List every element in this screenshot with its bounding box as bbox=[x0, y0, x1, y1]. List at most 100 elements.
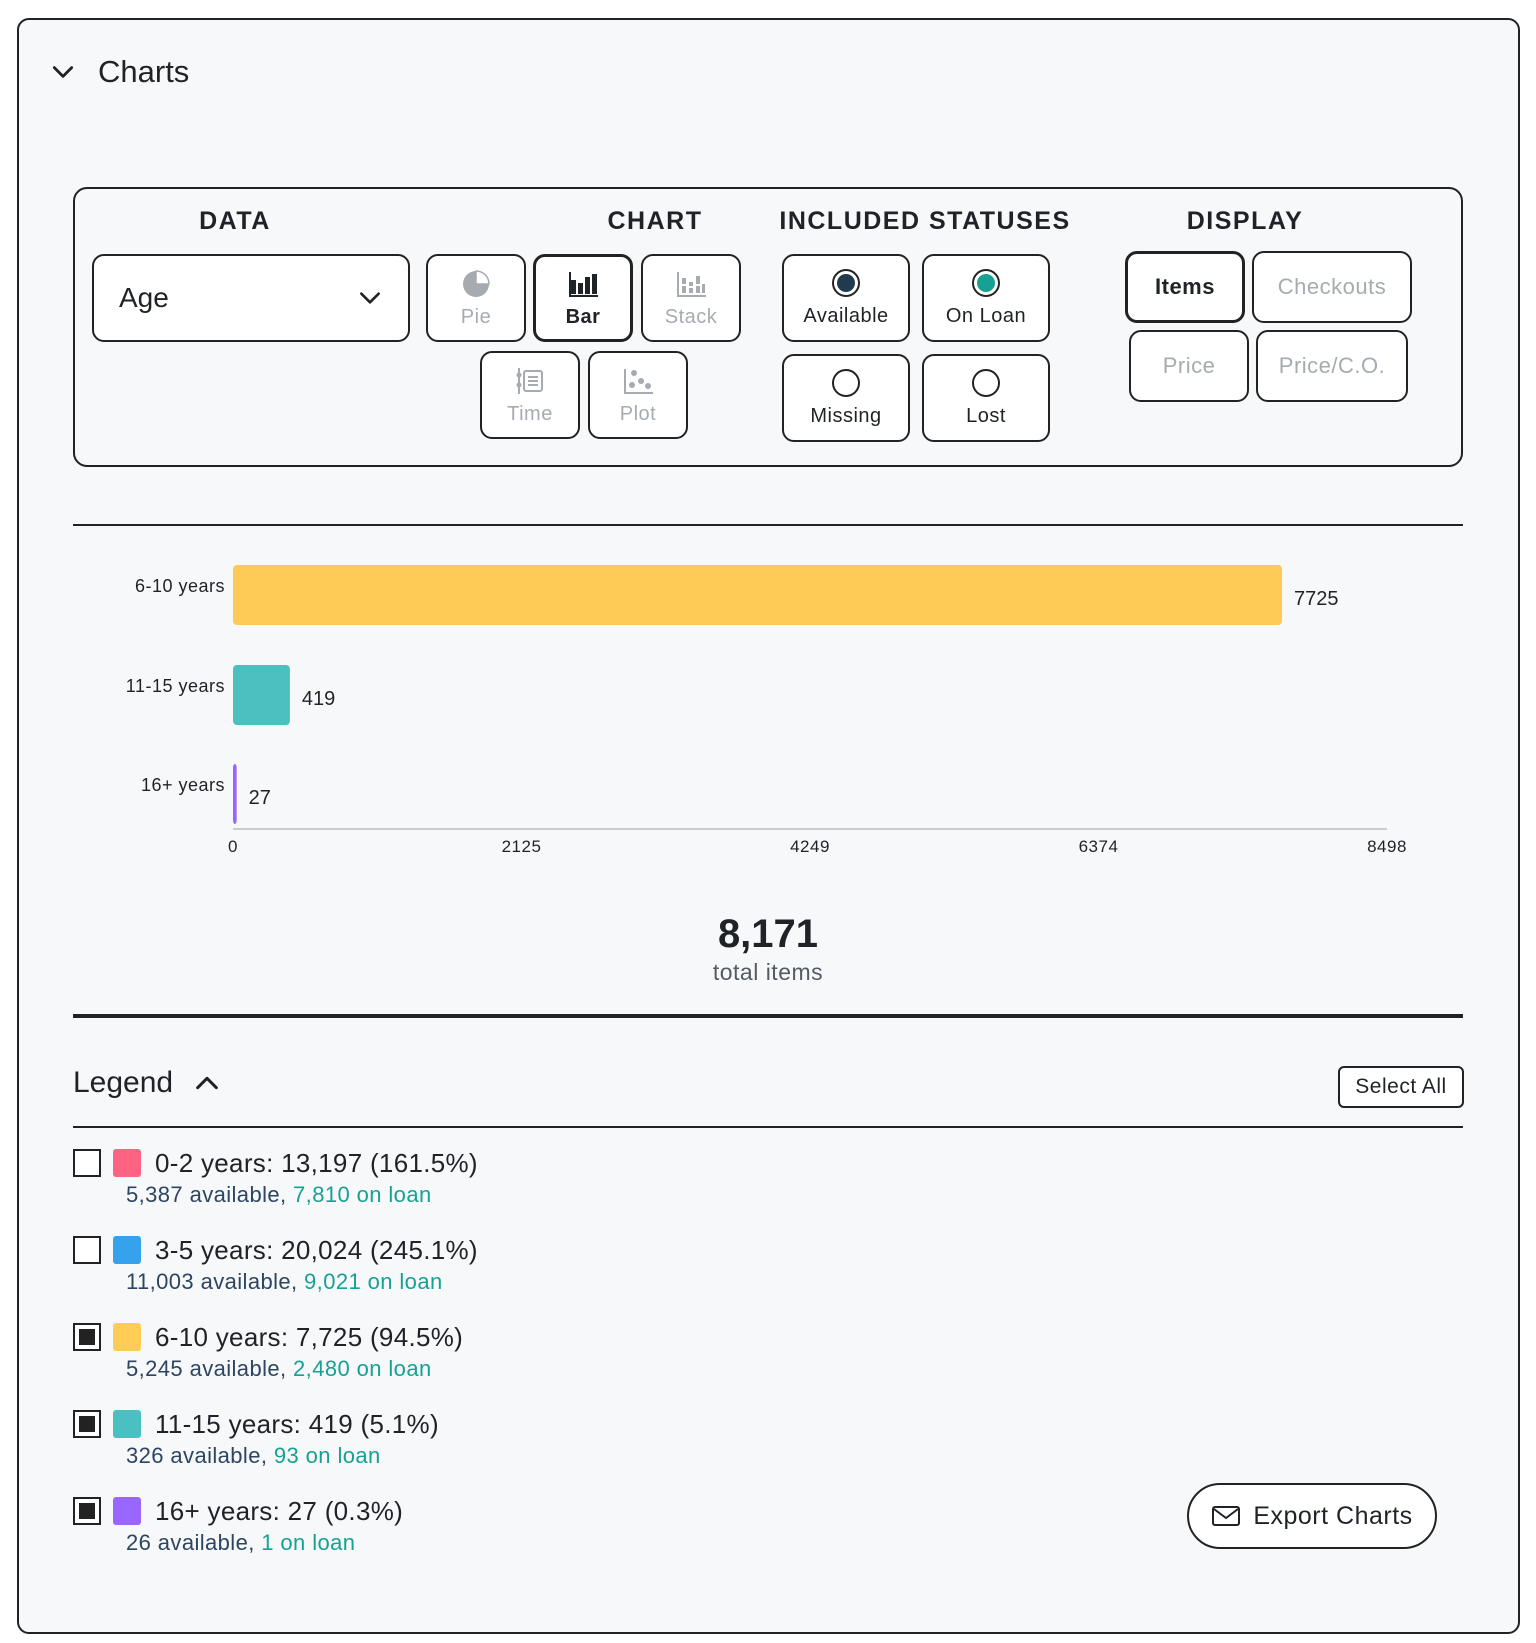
color-swatch bbox=[113, 1236, 141, 1264]
available-count: 5,387 available, bbox=[126, 1182, 287, 1207]
chart-type-pie[interactable]: Pie bbox=[426, 254, 526, 342]
chevron-down-icon bbox=[52, 66, 74, 78]
value-label: 27 bbox=[249, 787, 271, 809]
legend-item-detail: 26 available, 1 on loan bbox=[126, 1530, 403, 1556]
radio-selected-icon bbox=[972, 268, 1000, 297]
display-checkouts[interactable]: Checkouts bbox=[1252, 251, 1412, 323]
available-count: 11,003 available, bbox=[126, 1269, 298, 1294]
export-label: Export Charts bbox=[1253, 1501, 1413, 1530]
status-on-loan[interactable]: On Loan bbox=[922, 254, 1050, 342]
x-tick-label: 8498 bbox=[1367, 837, 1407, 856]
available-count: 26 available, bbox=[126, 1530, 255, 1555]
statuses-group-title: INCLUDED STATUSES bbox=[779, 207, 1071, 235]
color-swatch bbox=[113, 1410, 141, 1438]
chart-type-stack[interactable]: Stack bbox=[641, 254, 741, 342]
category-label: 11-15 years bbox=[126, 676, 225, 696]
chart-type-bar[interactable]: Bar bbox=[533, 254, 633, 342]
display-group-title: DISPLAY bbox=[1186, 207, 1304, 235]
total-label: total items bbox=[712, 959, 824, 985]
available-count: 5,245 available, bbox=[126, 1356, 287, 1381]
data-select-value: Age bbox=[119, 282, 169, 313]
legend-item-detail: 5,387 available, 7,810 on loan bbox=[126, 1182, 478, 1208]
mail-icon bbox=[1212, 1506, 1241, 1526]
chart-type-label: Plot bbox=[619, 402, 657, 425]
bar-chart: 6-10 years 7725 11-15 years 419 16+ years 27 0… bbox=[126, 565, 1407, 856]
x-tick-label: 2125 bbox=[502, 837, 542, 856]
legend-item-detail: 5,245 available, 2,480 on loan bbox=[126, 1356, 463, 1382]
x-tick-label: 0 bbox=[228, 837, 238, 856]
data-group-title: DATA bbox=[199, 207, 271, 235]
category-label: 16+ years bbox=[141, 775, 225, 795]
legend-title: Legend bbox=[73, 1066, 174, 1099]
legend-item: 3-5 years: 20,024 (245.1%) 11,003 availa… bbox=[73, 1234, 478, 1295]
section-title: Charts bbox=[98, 54, 190, 89]
color-swatch bbox=[113, 1323, 141, 1351]
on-loan-count: 1 on loan bbox=[261, 1530, 356, 1555]
status-lost[interactable]: Lost bbox=[922, 354, 1050, 442]
legend-item: 6-10 years: 7,725 (94.5%) 5,245 availabl… bbox=[73, 1321, 463, 1382]
color-swatch bbox=[113, 1149, 141, 1177]
color-swatch bbox=[113, 1497, 141, 1525]
value-label: 419 bbox=[302, 688, 335, 710]
chart-group-title: CHART bbox=[607, 207, 703, 235]
on-loan-count: 7,810 on loan bbox=[293, 1182, 432, 1207]
charts-header[interactable]: Charts bbox=[50, 52, 189, 92]
radio-empty-icon bbox=[972, 368, 1000, 397]
radio-empty-icon bbox=[832, 368, 860, 397]
legend-item-label: 16+ years: 27 (0.3%) bbox=[155, 1495, 404, 1526]
legend-toggle[interactable]: Legend bbox=[73, 1066, 221, 1100]
legend-checkbox[interactable] bbox=[73, 1497, 101, 1525]
legend-item-detail: 11,003 available, 9,021 on loan bbox=[126, 1269, 478, 1295]
status-label: On Loan bbox=[945, 304, 1027, 327]
display-price[interactable]: Price bbox=[1129, 330, 1249, 402]
chart-type-plot[interactable]: Plot bbox=[588, 351, 688, 439]
legend-checkbox[interactable] bbox=[73, 1410, 101, 1438]
category-label: 6-10 years bbox=[135, 576, 225, 596]
chart-type-label: Bar bbox=[565, 305, 601, 328]
legend-item: 11-15 years: 419 (5.1%) 326 available, 9… bbox=[73, 1408, 439, 1469]
legend-checkbox[interactable] bbox=[73, 1149, 101, 1177]
chevron-up-icon bbox=[196, 1076, 218, 1090]
total-value: 8,171 bbox=[717, 912, 819, 956]
chart-type-label: Stack bbox=[664, 305, 718, 328]
value-label: 7725 bbox=[1294, 588, 1339, 610]
legend-item-label: 11-15 years: 419 (5.1%) bbox=[155, 1408, 439, 1439]
legend-item: 16+ years: 27 (0.3%) 26 available, 1 on … bbox=[73, 1495, 403, 1556]
legend-item-label: 0-2 years: 13,197 (161.5%) bbox=[155, 1147, 478, 1178]
display-price-per-checkout[interactable]: Price/C.O. bbox=[1256, 330, 1408, 402]
plot-icon bbox=[624, 368, 653, 394]
status-missing[interactable]: Missing bbox=[782, 354, 910, 442]
on-loan-count: 9,021 on loan bbox=[304, 1269, 443, 1294]
on-loan-count: 2,480 on loan bbox=[293, 1356, 432, 1381]
chart-options: DATA Age CHART Pie Bar Stack Time Plot I… bbox=[73, 187, 1463, 467]
time-icon bbox=[516, 367, 543, 394]
x-tick-label: 6374 bbox=[1079, 837, 1119, 856]
legend-checkbox[interactable] bbox=[73, 1323, 101, 1351]
chart-type-label: Time bbox=[507, 402, 553, 425]
bar-6-10-years[interactable] bbox=[233, 565, 1283, 625]
pie-icon bbox=[463, 269, 490, 297]
bar-16plus-years[interactable] bbox=[233, 764, 237, 824]
data-select[interactable]: Age bbox=[92, 254, 410, 342]
legend-checkbox[interactable] bbox=[73, 1236, 101, 1264]
radio-selected-icon bbox=[832, 268, 860, 297]
divider bbox=[73, 1126, 1463, 1128]
chart-type-label: Pie bbox=[460, 305, 492, 328]
export-charts-button[interactable]: Export Charts bbox=[1187, 1483, 1437, 1549]
display-items[interactable]: Items bbox=[1125, 251, 1245, 323]
legend-item-detail: 326 available, 93 on loan bbox=[126, 1443, 439, 1469]
status-label: Missing bbox=[810, 404, 882, 427]
total-summary: 8,171 total items bbox=[0, 912, 1536, 986]
stack-icon bbox=[677, 271, 706, 297]
status-available[interactable]: Available bbox=[782, 254, 910, 342]
available-count: 326 available, bbox=[126, 1443, 268, 1468]
chevron-down-icon bbox=[360, 292, 380, 304]
bar-11-15-years[interactable] bbox=[233, 665, 290, 725]
legend-item-label: 3-5 years: 20,024 (245.1%) bbox=[155, 1234, 478, 1265]
legend-item: 0-2 years: 13,197 (161.5%) 5,387 availab… bbox=[73, 1147, 478, 1208]
chart-type-time[interactable]: Time bbox=[480, 351, 580, 439]
divider bbox=[73, 524, 1463, 526]
status-label: Lost bbox=[966, 404, 1006, 427]
select-all-button[interactable]: Select All bbox=[1338, 1066, 1464, 1108]
bar-icon bbox=[569, 271, 598, 297]
